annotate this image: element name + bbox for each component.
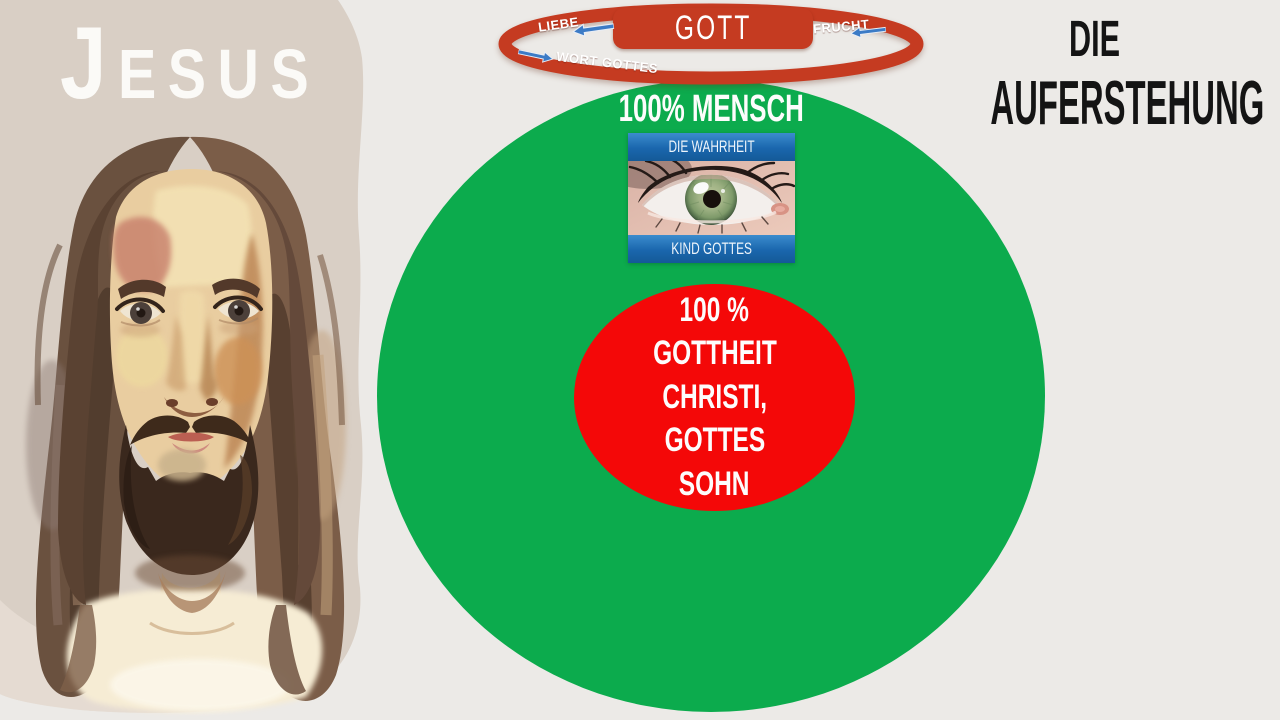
jesus-heading: J ESUS	[60, 12, 320, 114]
arrow-right-icon	[517, 45, 555, 65]
truth-eye-card: DIE WAHRHEIT	[628, 133, 795, 263]
gottheit-ellipse: 100 % GOTTHEIT CHRISTI, GOTTES SOHN	[574, 284, 855, 511]
arrow-left-icon	[849, 23, 887, 40]
gottheit-line: 100 %	[679, 290, 750, 329]
gott-label-box: GOTT	[613, 8, 813, 49]
mensch-circle-heading: 100% MENSCH	[618, 88, 804, 130]
jesus-heading-initial: J	[60, 6, 119, 120]
slide-title-line1: DIE	[1069, 10, 1121, 67]
eye-photo	[628, 161, 795, 235]
jesus-heading-rest: ESUS	[118, 35, 321, 113]
gott-label: GOTT	[674, 9, 752, 47]
kind-gottes-bar: KIND GOTTES	[628, 235, 795, 263]
gottheit-line: SOHN	[679, 464, 750, 503]
slide-title-line2: AUFERSTEHUNG	[990, 69, 1264, 138]
gottheit-line: GOTTES	[664, 421, 765, 460]
gottheit-line: CHRISTI,	[662, 377, 767, 416]
arrow-left-icon	[571, 19, 615, 39]
die-wahrheit-bar: DIE WAHRHEIT	[628, 133, 795, 161]
gottheit-line: GOTTHEIT	[652, 334, 777, 373]
